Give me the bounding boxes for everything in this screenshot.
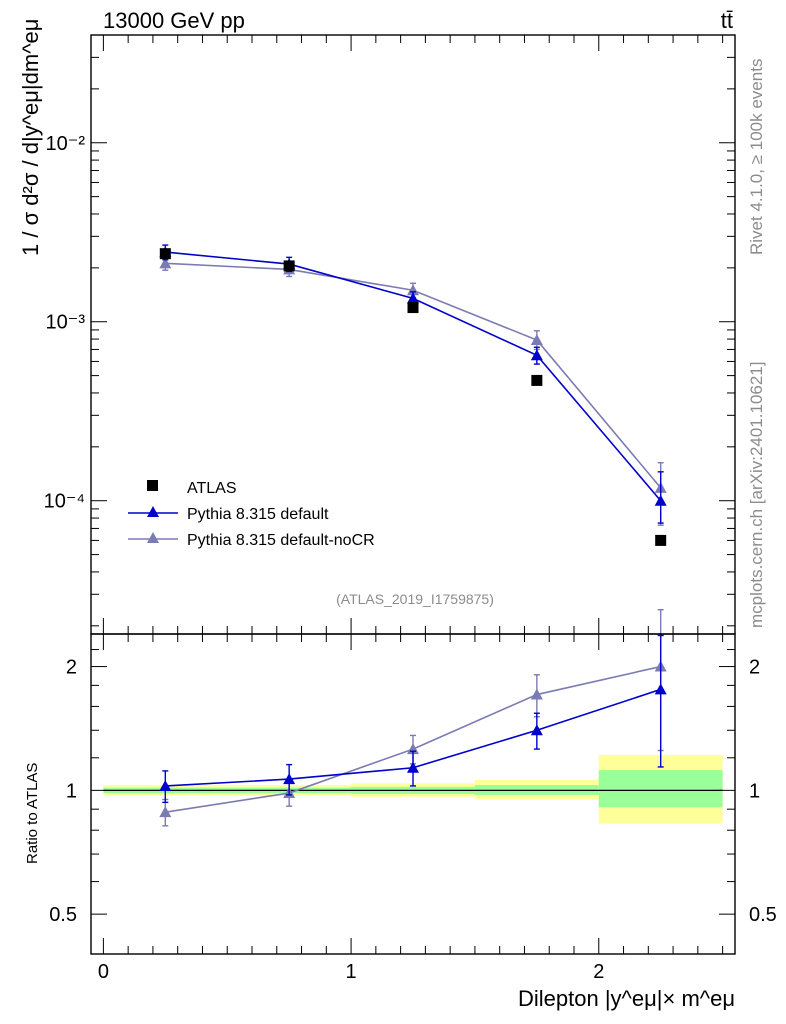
ratio-band-inner (598, 770, 723, 808)
axes-layer: 10⁻⁴ 10⁻³ 10⁻² 0.5 0.5 1 1 2 2 0 1 2 (44, 34, 777, 983)
ratio-default-point (159, 779, 172, 791)
ratio-frame (90, 633, 736, 955)
main-y-tick-label: 10⁻² (46, 133, 86, 155)
ratio-y-tick-label-left: 2 (66, 657, 77, 679)
ratio-y-tick-label-right: 2 (749, 657, 760, 679)
series-layer (159, 244, 667, 827)
main-nocr-point (159, 257, 172, 269)
x-tick-label: 0 (98, 961, 109, 983)
main-atlas-point (407, 302, 419, 314)
analysis-id: (ATLAS_2019_I1759875) (336, 591, 494, 607)
rivet-version-label: Rivet 4.1.0, ≥ 100k events (747, 59, 766, 255)
main-default-point (654, 494, 667, 506)
main-atlas-point (531, 374, 543, 386)
main-nocr-point (530, 334, 543, 346)
main-atlas-point (283, 260, 295, 272)
mcplots-label: mcplots.cern.ch [arXiv:2401.10621] (747, 362, 766, 628)
main-y-tick-label: 10⁻⁴ (44, 491, 85, 513)
legend: ATLAS Pythia 8.315 default Pythia 8.315 … (128, 480, 375, 549)
legend-atlas-label: ATLAS (187, 480, 237, 497)
main-y-axis-label: 1 / σ d²σ / d|y^eμ|dm^eμ (18, 19, 43, 256)
ratio-y-axis-label: Ratio to ATLAS (24, 763, 41, 864)
energy-label: 13000 GeV pp (103, 8, 245, 33)
ratio-default-point (283, 773, 296, 785)
x-tick-label: 2 (593, 961, 604, 983)
legend-nocr-marker (147, 532, 159, 543)
ratio-default-point (407, 761, 419, 773)
main-atlas-point (655, 534, 667, 546)
x-axis-label: Dilepton |y^eμ|× m^eμ (518, 986, 735, 1011)
ratio-nocr-point (530, 688, 543, 700)
main-y-tick-label: 10⁻³ (46, 312, 86, 334)
ratio-y-tick-label-left: 0.5 (49, 904, 77, 926)
ratio-nocr-point (159, 806, 172, 818)
ratio-default-point (654, 683, 667, 695)
legend-nocr-label: Pythia 8.315 default-noCR (187, 532, 375, 549)
legend-default-marker (147, 506, 159, 517)
ratio-y-tick-label-right: 0.5 (749, 904, 777, 926)
main-atlas-point (159, 248, 171, 260)
process-label: tt̄ (721, 8, 733, 33)
legend-default-label: Pythia 8.315 default (187, 506, 329, 523)
ratio-default-point (530, 724, 543, 736)
main-default-point (530, 349, 543, 361)
ratio-y-tick-label-left: 1 (66, 780, 77, 802)
main-default-point (407, 292, 419, 304)
x-tick-label: 1 (346, 961, 357, 983)
ratio-y-tick-label-right: 1 (749, 780, 760, 802)
legend-atlas-marker (147, 480, 158, 491)
